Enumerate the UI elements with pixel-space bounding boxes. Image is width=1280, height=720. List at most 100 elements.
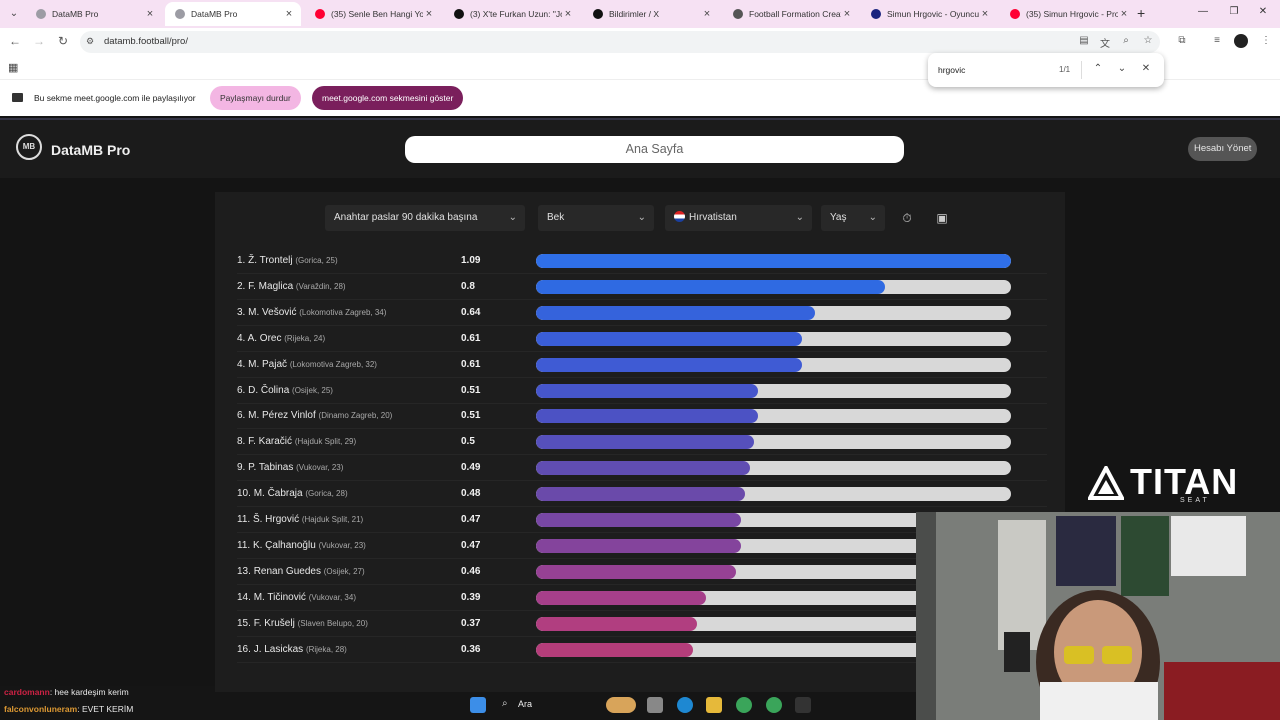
player-name[interactable]: 2. F. Maglica (Varaždin, 28) xyxy=(237,281,346,292)
player-row[interactable]: 8. F. Karačić (Hajduk Split, 29) 0.5 xyxy=(237,429,1047,456)
bookmark-star-icon[interactable]: ☆ xyxy=(1143,35,1153,46)
position-dropdown[interactable]: Bek ⌄ xyxy=(538,205,654,231)
widget-icon[interactable] xyxy=(606,697,636,713)
player-row[interactable]: 15. F. Krušelj (Slaven Belupo, 20) 0.37 xyxy=(237,611,1047,637)
chat-username: cardomann xyxy=(4,687,50,697)
country-dropdown[interactable]: Hırvatistan ⌄ xyxy=(665,205,812,231)
new-tab-icon[interactable]: + xyxy=(1137,5,1146,21)
player-row[interactable]: 6. D. Čolina (Osijek, 25) 0.51 xyxy=(237,378,1047,404)
player-row[interactable]: 4. A. Orec (Rijeka, 24) 0.61 xyxy=(237,326,1047,352)
player-name[interactable]: 14. M. Tičinović (Vukovar, 34) xyxy=(237,592,356,603)
extensions-icon[interactable]: ⧉ xyxy=(1178,35,1186,46)
player-row[interactable]: 4. M. Pajač (Lokomotiva Zagreb, 32) 0.61 xyxy=(237,352,1047,378)
obs-icon[interactable] xyxy=(795,697,811,713)
browser-tab[interactable]: Simun Hrgovic - Oyuncu × xyxy=(861,2,997,26)
player-name[interactable]: 4. M. Pajač (Lokomotiva Zagreb, 32) xyxy=(237,359,377,370)
metric-dropdown[interactable]: Anahtar paslar 90 dakika başına ⌄ xyxy=(325,205,525,231)
manage-account-button[interactable]: Hesabı Yönet xyxy=(1188,137,1258,161)
find-previous-icon[interactable]: ⌃ xyxy=(1093,63,1103,74)
tab-close-icon[interactable]: × xyxy=(285,8,293,20)
player-name[interactable]: 11. K. Çalhanoğlu (Vukovar, 23) xyxy=(237,540,366,551)
player-row[interactable]: 3. M. Vešović (Lokomotiva Zagreb, 34) 0.6… xyxy=(237,300,1047,326)
show-meet-tab-button[interactable]: meet.google.com sekmesini göster xyxy=(312,86,464,110)
tab-close-icon[interactable]: × xyxy=(1120,8,1128,20)
find-next-icon[interactable]: ⌄ xyxy=(1117,63,1127,74)
browser-toolbar: ← → ↻ ⚙ datamb.football/pro/ ▤ 文 ⌕ ☆ ⧉ ≡… xyxy=(0,28,1280,56)
reader-icon[interactable]: ▤ xyxy=(1079,35,1089,46)
player-rank: 1. xyxy=(237,255,246,266)
datamb-logo-icon[interactable]: MB xyxy=(16,134,42,160)
player-name[interactable]: 10. M. Čabraja (Gorica, 28) xyxy=(237,488,348,499)
zoom-icon[interactable]: ⌕ xyxy=(1123,35,1129,46)
player-value: 0.37 xyxy=(461,617,481,629)
tab-close-icon[interactable]: × xyxy=(564,8,572,20)
player-row[interactable]: 10. M. Čabraja (Gorica, 28) 0.48 xyxy=(237,481,1047,508)
chrome-profile-icon[interactable] xyxy=(766,697,782,713)
profile-avatar[interactable] xyxy=(1234,34,1248,48)
tab-search-icon[interactable]: ⌄ xyxy=(9,8,19,19)
apps-grid-icon[interactable]: ▦ xyxy=(8,62,19,74)
player-row[interactable]: 9. P. Tabinas (Vukovar, 23) 0.49 xyxy=(237,455,1047,482)
taskbar-search-icon[interactable]: ⌕ xyxy=(502,698,508,709)
player-row[interactable]: 13. Renan Guedes (Osijek, 27) 0.46 xyxy=(237,559,1047,585)
brand-name[interactable]: DataMB Pro xyxy=(51,142,131,158)
player-name[interactable]: 4. A. Orec (Rijeka, 24) xyxy=(237,333,325,344)
player-row[interactable]: 1. Ž. Trontelj (Gorica, 25) 1.09 xyxy=(237,248,1047,274)
address-bar[interactable]: ⚙ datamb.football/pro/ xyxy=(80,31,1160,53)
edge-icon[interactable] xyxy=(677,697,693,713)
browser-tab[interactable]: Bildirimler / X × xyxy=(583,2,719,26)
menu-icon[interactable]: ⋮ xyxy=(1261,35,1271,46)
tab-close-icon[interactable]: × xyxy=(425,8,433,20)
player-row[interactable]: 14. M. Tičinović (Vukovar, 34) 0.39 xyxy=(237,585,1047,611)
taskbar-search-label[interactable]: Ara xyxy=(518,699,533,709)
back-icon[interactable]: ← xyxy=(9,34,21,48)
player-row[interactable]: 11. K. Çalhanoğlu (Vukovar, 23) 0.47 xyxy=(237,533,1047,559)
tab-close-icon[interactable]: × xyxy=(843,8,851,20)
player-name[interactable]: 16. J. Lasickas (Rijeka, 28) xyxy=(237,644,347,655)
player-row[interactable]: 6. M. Pérez Vinlof (Dinamo Zagreb, 20) 0.… xyxy=(237,403,1047,430)
browser-tab[interactable]: DataMB Pro × xyxy=(26,2,162,26)
minimize-icon[interactable]: — xyxy=(1198,6,1208,17)
find-input[interactable]: hrgovic xyxy=(938,65,966,75)
player-name[interactable]: 1. Ž. Trontelj (Gorica, 25) xyxy=(237,255,338,266)
reload-icon[interactable]: ↻ xyxy=(57,34,69,48)
url-text[interactable]: datamb.football/pro/ xyxy=(104,36,188,47)
player-name[interactable]: 6. D. Čolina (Osijek, 25) xyxy=(237,385,333,396)
home-search-bar[interactable]: Ana Sayfa xyxy=(405,136,904,163)
find-close-icon[interactable]: ✕ xyxy=(1141,63,1151,74)
player-name-text: K. Çalhanoğlu xyxy=(252,539,316,551)
player-row[interactable]: 11. Š. Hrgović (Hajduk Split, 21) 0.47 xyxy=(237,507,1047,533)
tab-close-icon[interactable]: × xyxy=(703,8,711,20)
task-view-icon[interactable] xyxy=(647,697,663,713)
calendar-icon[interactable]: ▣ xyxy=(936,211,948,225)
browser-tab[interactable]: DataMB Pro × xyxy=(165,2,301,26)
age-dropdown[interactable]: Yaş ⌄ xyxy=(821,205,885,231)
site-info-icon[interactable]: ⚙ xyxy=(86,36,95,46)
player-name[interactable]: 9. P. Tabinas (Vukovar, 23) xyxy=(237,462,343,473)
player-row[interactable]: 16. J. Lasickas (Rijeka, 28) 0.36 xyxy=(237,637,1047,663)
player-name[interactable]: 11. Š. Hrgović (Hajduk Split, 21) xyxy=(237,514,363,525)
stop-sharing-button[interactable]: Paylaşmayı durdur xyxy=(210,86,301,110)
tab-close-icon[interactable]: × xyxy=(981,8,989,20)
browser-tab[interactable]: Football Formation Creat × xyxy=(723,2,859,26)
player-name[interactable]: 8. F. Karačić (Hajduk Split, 29) xyxy=(237,436,356,447)
media-icon[interactable]: ≡ xyxy=(1214,35,1220,46)
player-name[interactable]: 3. M. Vešović (Lokomotiva Zagreb, 34) xyxy=(237,307,386,318)
browser-tab[interactable]: (35) Simun Hrgovic - Prof × xyxy=(1000,2,1136,26)
browser-tab[interactable]: (3) X'te Furkan Uzun: "Jo × xyxy=(444,2,580,26)
tab-close-icon[interactable]: × xyxy=(146,8,154,20)
player-row[interactable]: 2. F. Maglica (Varaždin, 28) 0.8 xyxy=(237,274,1047,300)
translate-icon[interactable]: 文 xyxy=(1100,39,1110,50)
browser-tab[interactable]: (35) Senle Ben Hangi Yola × xyxy=(305,2,441,26)
chrome-icon[interactable] xyxy=(736,697,752,713)
stopwatch-icon[interactable]: ⏱ xyxy=(902,211,912,225)
restore-icon[interactable]: ❐ xyxy=(1229,6,1239,17)
file-explorer-icon[interactable] xyxy=(706,697,722,713)
close-window-icon[interactable]: ✕ xyxy=(1258,6,1268,17)
forward-icon[interactable]: → xyxy=(33,34,45,48)
start-icon[interactable] xyxy=(470,697,486,713)
player-name[interactable]: 15. F. Krušelj (Slaven Belupo, 20) xyxy=(237,618,368,629)
player-name[interactable]: 6. M. Pérez Vinlof (Dinamo Zagreb, 20) xyxy=(237,410,392,421)
player-club: (Rijeka, 24) xyxy=(284,333,326,343)
player-name[interactable]: 13. Renan Guedes (Osijek, 27) xyxy=(237,566,365,577)
